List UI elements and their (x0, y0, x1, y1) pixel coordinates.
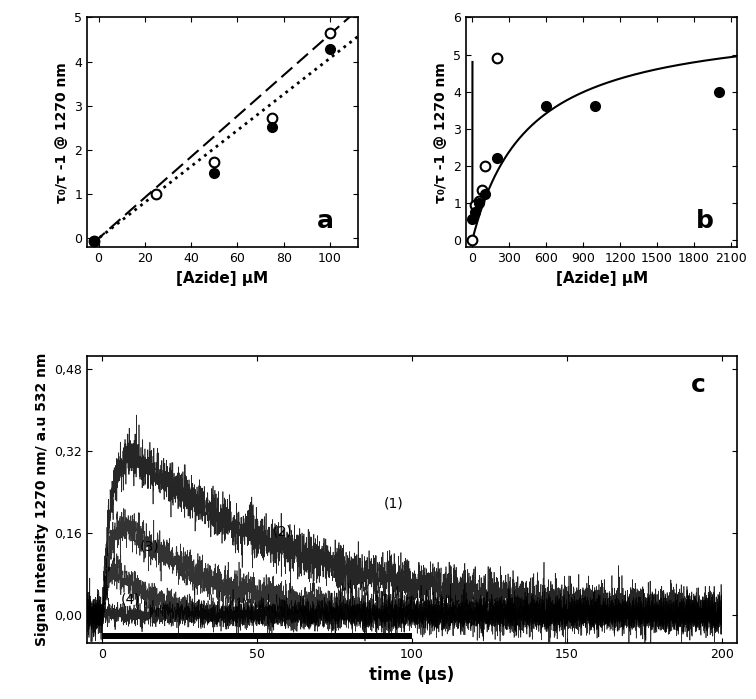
X-axis label: time (μs): time (μs) (370, 667, 454, 684)
Y-axis label: τ₀/τ -1 @ 1270 nm: τ₀/τ -1 @ 1270 nm (54, 62, 69, 203)
Text: (4): (4) (121, 593, 141, 607)
Text: b: b (696, 210, 714, 233)
Text: (2): (2) (273, 524, 293, 538)
Text: a: a (317, 210, 334, 233)
X-axis label: [Azide] μM: [Azide] μM (556, 271, 648, 286)
Bar (102, 633, 412, 640)
Text: (1): (1) (384, 496, 404, 510)
Text: (3): (3) (140, 540, 160, 554)
X-axis label: [Azide] μM: [Azide] μM (176, 271, 268, 286)
Y-axis label: τ₀/τ -1 @ 1270 nm: τ₀/τ -1 @ 1270 nm (434, 62, 448, 203)
Y-axis label: Signal Intensity 1270 nm/ a.u 532 nm: Signal Intensity 1270 nm/ a.u 532 nm (35, 353, 48, 646)
Text: c: c (691, 373, 705, 397)
